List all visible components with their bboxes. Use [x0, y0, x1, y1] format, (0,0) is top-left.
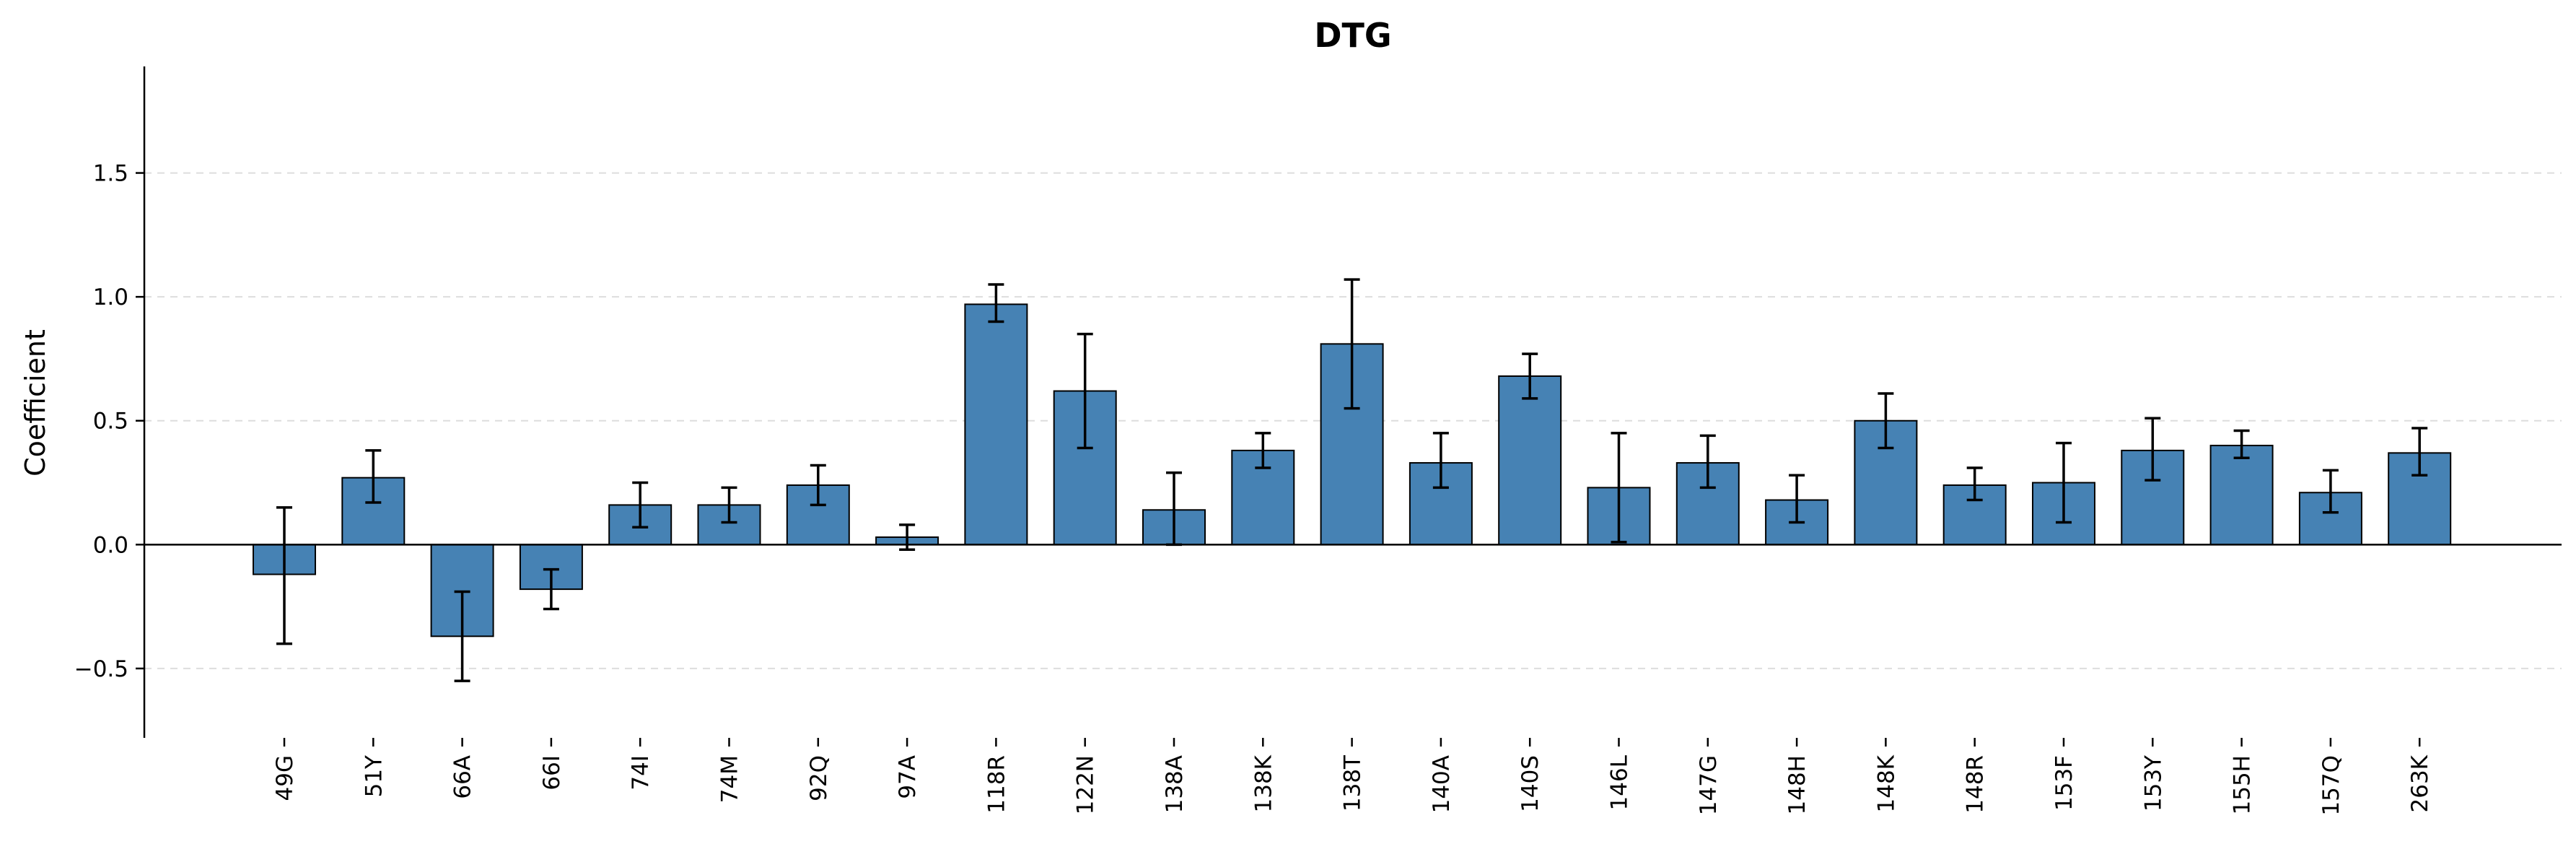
error-bar-51Y: [365, 449, 382, 504]
error-bar-92Q: [810, 464, 826, 507]
y-ticks: −0.5 0.0 0.5 1.0 1.5: [74, 161, 144, 682]
x-tick-label: 97A: [895, 755, 921, 799]
x-tick-label: 118R: [983, 755, 1009, 814]
x-tick-label: 49G: [272, 755, 298, 801]
error-bar-146L: [1611, 432, 1627, 544]
error-bar-138T: [1344, 278, 1360, 410]
y-tick-label: 1.0: [93, 284, 128, 310]
x-tick-label: 66A: [450, 755, 476, 799]
x-tick-label: 147G: [1696, 755, 1722, 815]
x-tick-label: 148K: [1873, 754, 1899, 812]
error-bar-263K: [2411, 427, 2428, 477]
x-tick-label: 157Q: [2318, 755, 2344, 816]
x-tick-label: 138A: [1162, 755, 1188, 813]
x-tick-label: 140A: [1429, 755, 1455, 813]
error-bar-66I: [543, 567, 559, 611]
y-axis-label: Coefficient: [19, 329, 51, 477]
error-bar-118R: [988, 283, 1004, 323]
error-bar-155H: [2233, 429, 2250, 459]
chart-title: DTG: [1314, 16, 1391, 55]
bar-140S: [1498, 375, 1562, 546]
error-bar-148H: [1789, 474, 1805, 524]
error-bar-140A: [1432, 432, 1449, 490]
error-bar-74I: [632, 481, 649, 529]
x-tick-label: 153F: [2051, 755, 2077, 811]
bar-155H: [2209, 445, 2274, 546]
x-tick-label: 146L: [1607, 754, 1633, 810]
y-tick-label: 0.5: [93, 409, 128, 435]
error-bar-122N: [1077, 332, 1093, 450]
x-tick-label: 155H: [2230, 755, 2256, 814]
x-tick-label: 153Y: [2140, 755, 2166, 812]
x-ticks: 49G 51Y 66A 66I 74I 74M 92Q 97A 118R 122N 138A 138K…: [272, 738, 2433, 816]
error-bar-147G: [1699, 434, 1716, 490]
x-tick-label: 140S: [1517, 755, 1543, 812]
y-tick-label: 1.5: [93, 161, 128, 187]
x-tick-label: 74M: [717, 755, 743, 803]
x-tick-label: 66I: [539, 755, 565, 791]
error-bar-138K: [1255, 432, 1271, 469]
x-tick-label: 138K: [1250, 754, 1276, 812]
x-tick-label: 263K: [2407, 754, 2433, 812]
error-bar-66A: [454, 590, 470, 682]
error-bar-148R: [1966, 466, 1983, 502]
x-tick-label: 148R: [1963, 755, 1989, 814]
error-bar-153Y: [2145, 417, 2161, 482]
error-bar-74M: [721, 486, 737, 524]
axes: [143, 66, 2562, 738]
x-tick-label: 122N: [1073, 755, 1099, 814]
x-tick-label: 92Q: [806, 755, 832, 801]
error-bar-157Q: [2322, 469, 2339, 514]
error-bar-153F: [2056, 441, 2072, 524]
bar-118R: [964, 303, 1028, 546]
error-bar-49G: [276, 506, 292, 645]
x-tick-label: 74I: [628, 755, 654, 791]
x-tick-label: 51Y: [361, 755, 387, 797]
error-bar-148K: [1878, 392, 1894, 450]
y-tick-label: 0.0: [93, 532, 128, 558]
x-tick-label: 148H: [1784, 755, 1810, 814]
error-bar-140S: [1522, 352, 1538, 400]
y-tick-label: −0.5: [74, 656, 128, 682]
x-tick-label: 138T: [1340, 754, 1366, 812]
